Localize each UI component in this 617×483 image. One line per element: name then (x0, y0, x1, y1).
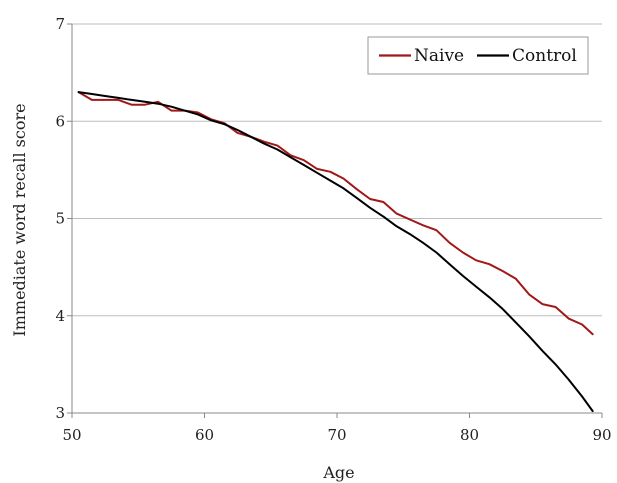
x-tick-label: 50 (62, 426, 81, 444)
x-tick-label: 80 (460, 426, 479, 444)
y-tick-label: 4 (55, 307, 65, 325)
legend-label-control: Control (512, 46, 577, 66)
y-axis-title: Immediate word recall score (10, 103, 29, 336)
series-lines (77, 91, 594, 413)
x-tick-label: 60 (195, 426, 214, 444)
y-tick-label: 5 (55, 210, 65, 228)
x-tick-label: 90 (592, 426, 611, 444)
legend-label-naive: Naive (414, 46, 464, 66)
x-axis-tick-labels: 50 60 70 80 90 (62, 426, 611, 444)
series-line-control (77, 91, 594, 413)
x-axis-title: Age (322, 463, 354, 482)
y-axis-tick-labels: 3 4 5 6 7 (55, 15, 65, 422)
y-tick-label: 6 (55, 112, 65, 130)
y-tick-label: 3 (55, 404, 65, 422)
series-line-naive (77, 91, 594, 336)
legend: Naive Control (367, 36, 589, 75)
axes (67, 23, 603, 418)
y-tick-label: 7 (55, 15, 65, 33)
x-tick-label: 70 (327, 426, 346, 444)
gridlines (72, 23, 602, 317)
